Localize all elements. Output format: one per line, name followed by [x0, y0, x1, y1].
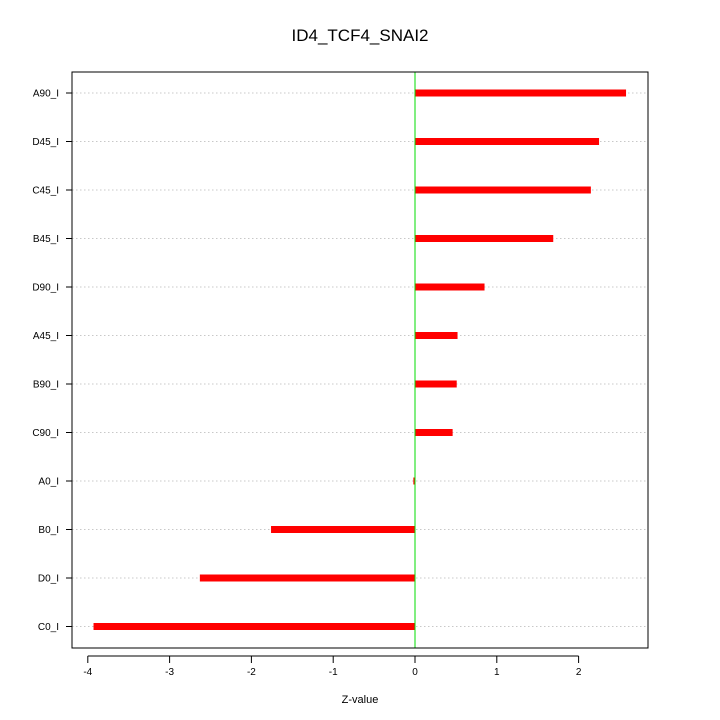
y-tick-label: A90_I: [33, 89, 59, 100]
bar-A45_I: [415, 332, 458, 339]
plot-frame: [71, 71, 649, 649]
bar-B90_I: [415, 380, 457, 388]
y-axis: A90_I D45_I C45_I B45_I D90_I A45_I B90_I C90_I…: [32, 89, 72, 633]
y-tick-label: D90_I: [32, 283, 59, 294]
x-tick-label: 0: [412, 667, 418, 678]
bar-A90_I: [415, 89, 627, 97]
x-axis-title: Z-value: [342, 694, 379, 706]
x-axis: -4 -3 -2 -1 0 1 2: [83, 655, 582, 678]
bar-B0_I: [271, 526, 415, 533]
y-tick-label: A45_I: [33, 331, 59, 342]
y-tick-label: B0_I: [38, 525, 59, 536]
bar-B45_I: [415, 235, 554, 242]
bar-D0_I: [199, 574, 415, 582]
y-tick-label: C0_I: [38, 622, 59, 633]
chart-title: ID4_TCF4_SNAI2: [292, 26, 429, 45]
bars: [93, 89, 627, 630]
y-tick-label: B45_I: [33, 234, 59, 245]
y-tick-label: B90_I: [33, 380, 59, 391]
x-tick-label: 2: [576, 667, 582, 678]
y-tick-label: C45_I: [32, 186, 59, 197]
x-tick-label: -4: [83, 667, 92, 678]
bar-C90_I: [415, 429, 453, 436]
x-tick-label: 1: [494, 667, 500, 678]
y-tick-label: A0_I: [38, 477, 59, 488]
bar-D90_I: [415, 283, 485, 291]
bar-A0_I: [413, 477, 416, 485]
y-tick-label: D45_I: [32, 137, 59, 148]
y-tick-label: C90_I: [32, 428, 59, 439]
x-tick-label: -1: [329, 667, 338, 678]
bar-D45_I: [415, 138, 600, 145]
y-tick-label: D0_I: [38, 574, 59, 585]
bar-C0_I: [93, 623, 415, 630]
x-tick-label: -2: [247, 667, 256, 678]
grid-lines: [72, 92, 648, 627]
bar-C45_I: [415, 186, 591, 194]
x-tick-label: -3: [165, 667, 174, 678]
